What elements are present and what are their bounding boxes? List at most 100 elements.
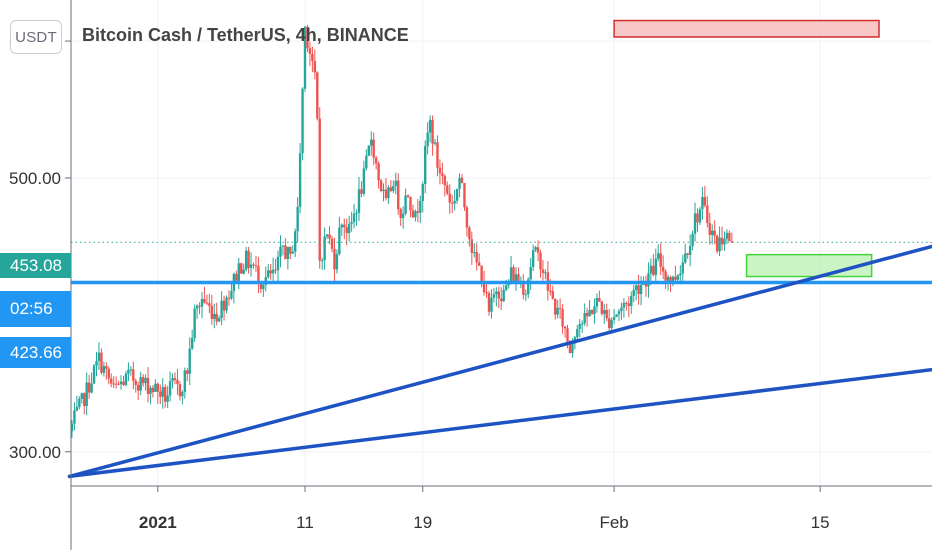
candle-body — [237, 263, 240, 281]
candle-body — [159, 391, 162, 397]
candle-body — [534, 247, 537, 251]
candle-body — [446, 185, 449, 194]
candle-body — [585, 312, 589, 317]
trendline-1[interactable] — [67, 244, 932, 479]
y-tick-label: 500.00 — [9, 169, 61, 188]
candle-body — [634, 285, 638, 291]
currency-button[interactable]: USDT — [10, 20, 62, 54]
candle-body — [703, 196, 707, 206]
candle-body — [110, 378, 113, 384]
candle-body — [139, 377, 142, 391]
candle-body — [210, 305, 214, 319]
candle-body — [303, 26, 307, 89]
candle-body — [95, 360, 98, 366]
candle-body — [588, 309, 591, 317]
candle-body — [421, 183, 424, 202]
candle-body — [502, 289, 505, 302]
candle-body — [500, 298, 503, 302]
candle-body — [269, 270, 272, 274]
candle-body — [284, 245, 287, 259]
candle-body — [146, 377, 150, 395]
candle-body — [453, 200, 456, 204]
candle-body — [681, 262, 684, 274]
candle-body — [615, 314, 618, 318]
candle-body — [352, 213, 356, 223]
candle-body — [129, 369, 133, 371]
candle-body — [693, 213, 697, 234]
candle-body — [267, 270, 270, 278]
candle-body — [257, 265, 260, 284]
candle-body — [578, 323, 581, 329]
candle-body — [536, 247, 540, 253]
candle-body — [166, 395, 169, 402]
candle-body — [419, 201, 422, 213]
candle-body — [92, 365, 96, 384]
candle-body — [107, 368, 110, 379]
candle-body — [531, 250, 535, 268]
candle-body — [328, 234, 331, 239]
candle-body — [100, 352, 103, 373]
candle-body — [161, 387, 164, 397]
candle-body — [301, 88, 304, 154]
candle-body — [595, 298, 599, 307]
zone-layer[interactable] — [613, 19, 880, 278]
x-tick-label: 15 — [811, 513, 830, 532]
candle-body — [367, 145, 370, 156]
candle-body — [200, 298, 204, 307]
candle-body — [654, 258, 657, 275]
candle-body — [607, 318, 611, 329]
candle-body — [296, 206, 299, 232]
candle-body — [404, 195, 407, 214]
candle-body — [504, 285, 508, 290]
candle-body — [291, 251, 294, 254]
candle-body — [512, 267, 515, 283]
drawing-layer[interactable] — [67, 241, 932, 479]
candle-body — [401, 213, 405, 219]
candle-body — [276, 256, 280, 271]
candle-body — [696, 213, 699, 223]
candle-body — [289, 246, 292, 254]
resistance-zone[interactable] — [613, 19, 880, 38]
candle-body — [213, 313, 216, 319]
candle-body — [183, 370, 187, 392]
candle-body — [477, 262, 481, 266]
candle-body — [490, 297, 493, 312]
candle-body — [83, 393, 86, 407]
x-tick-label: 19 — [413, 513, 432, 532]
candle-body — [448, 193, 451, 203]
candle-body — [188, 348, 191, 374]
candle-body — [723, 238, 726, 245]
candle-body — [350, 222, 353, 224]
candle-body — [558, 308, 562, 310]
candle-body — [105, 366, 108, 369]
candle-body — [566, 328, 569, 342]
support-zone[interactable] — [745, 253, 873, 278]
candle-body — [357, 189, 361, 213]
candle-body — [473, 252, 476, 254]
candle-body — [90, 383, 93, 393]
candle-body — [235, 273, 238, 281]
candle-body — [583, 312, 586, 324]
candle-body — [465, 207, 469, 228]
trendline-2[interactable] — [67, 367, 932, 479]
candle-body — [132, 369, 135, 381]
candle-body — [320, 260, 324, 262]
candle-body — [370, 139, 373, 146]
candle-body — [306, 26, 309, 49]
candle-body — [323, 236, 326, 261]
candle-body — [411, 210, 415, 218]
candle-body — [571, 343, 574, 353]
candle-body — [335, 254, 339, 270]
horizontal-line-price-label: 423.66 — [0, 337, 71, 368]
candle-body — [563, 326, 567, 329]
candle-body — [576, 328, 579, 338]
candle-body — [480, 265, 483, 283]
candle-body — [151, 387, 155, 392]
last-price-label: 453.08 — [0, 253, 71, 278]
candle-body — [355, 212, 358, 214]
candle-body — [281, 245, 285, 247]
candle-body — [492, 294, 496, 298]
candle-body — [684, 253, 687, 263]
